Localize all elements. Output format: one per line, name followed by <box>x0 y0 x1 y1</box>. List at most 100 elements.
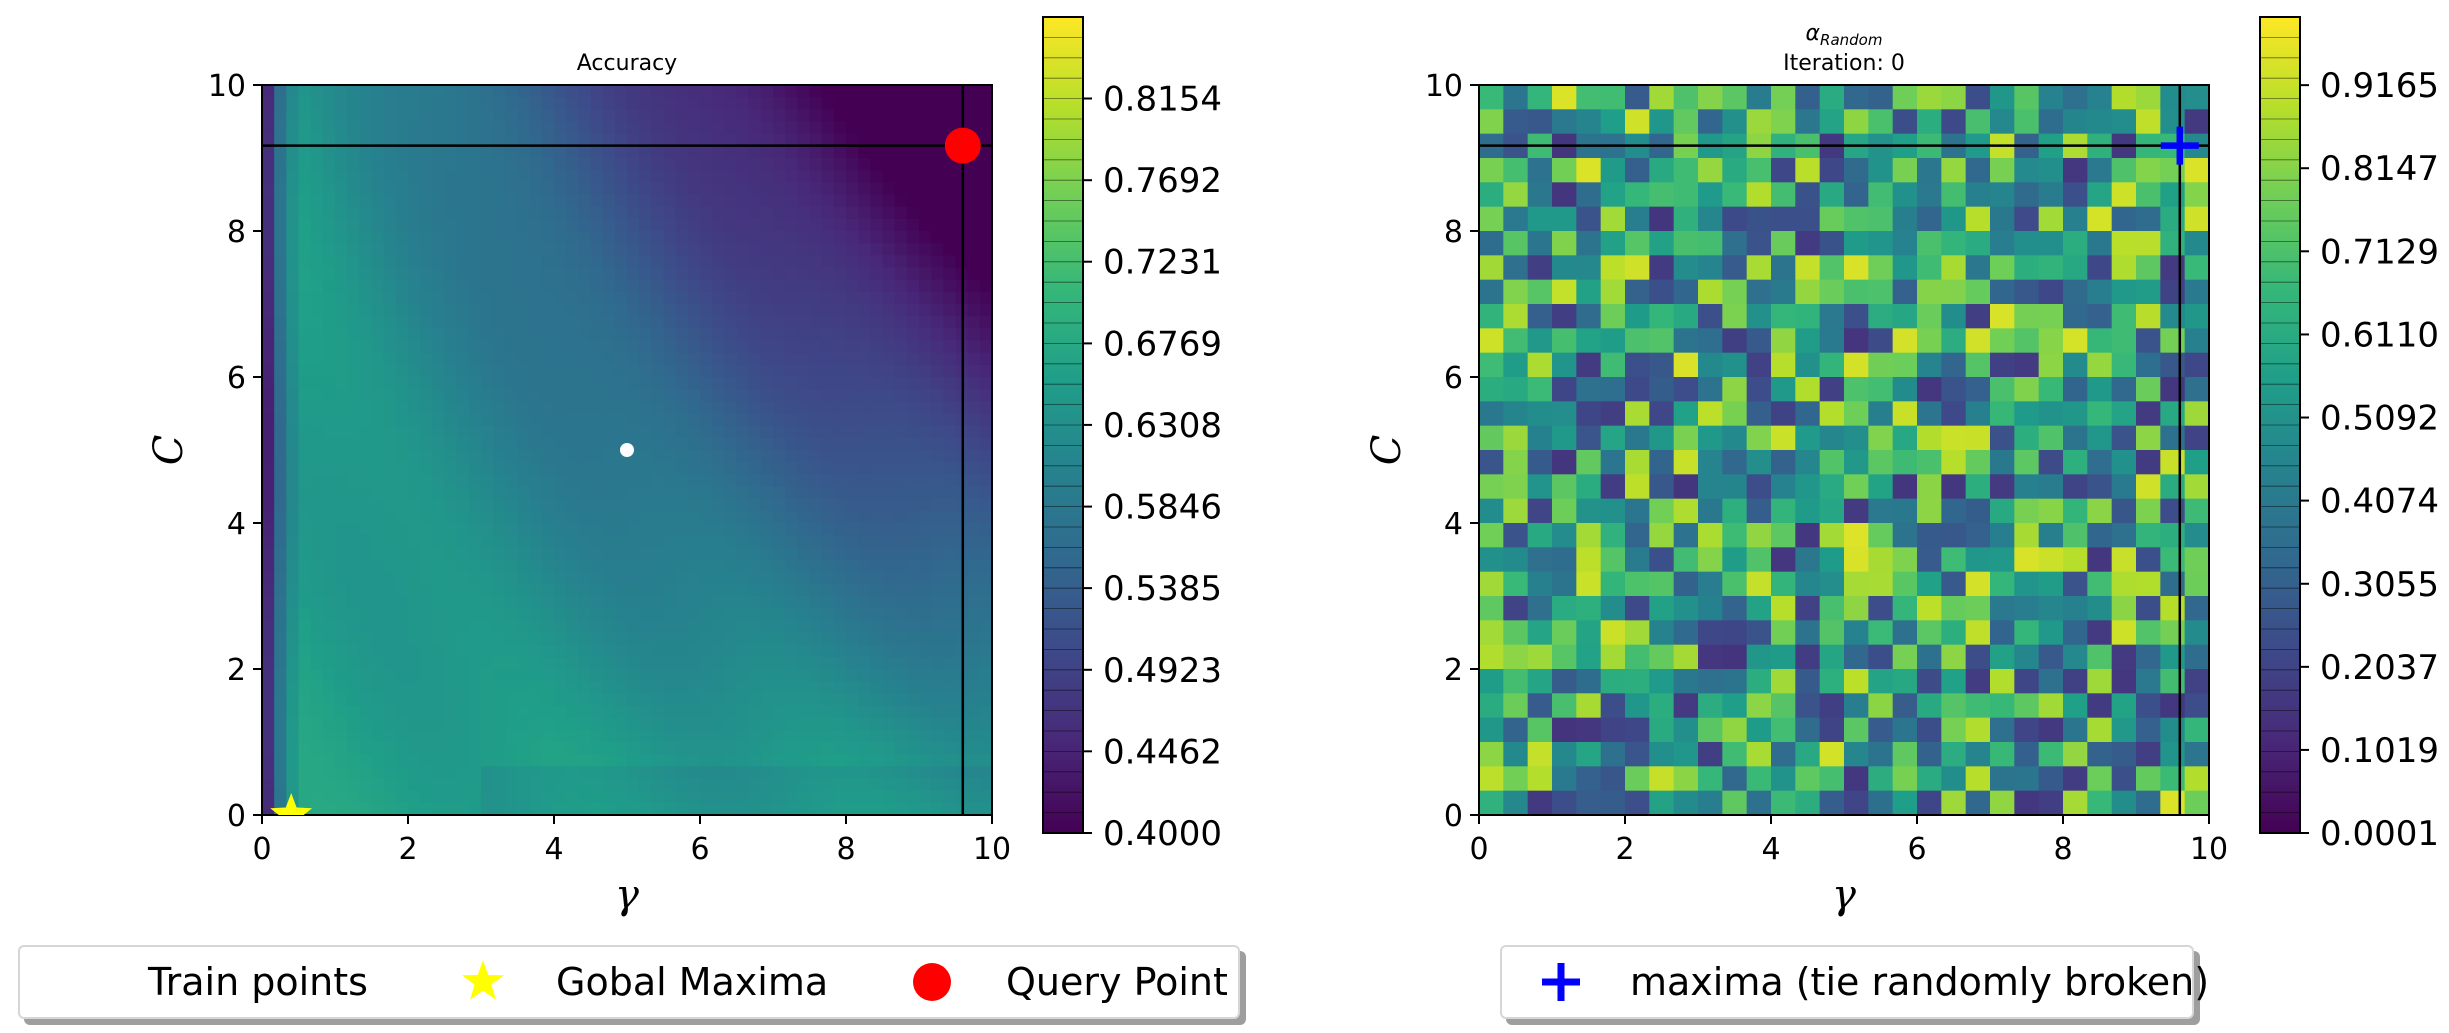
heatmap-cell <box>456 717 470 731</box>
heatmap-cell <box>760 328 774 342</box>
heatmap-cell <box>566 681 579 694</box>
heatmap-cell <box>444 170 458 183</box>
heatmap-cell <box>1771 693 1796 719</box>
heatmap-cell <box>371 693 385 707</box>
heatmap-cell <box>943 182 957 196</box>
heatmap-cell <box>931 389 944 402</box>
heatmap-cell <box>566 474 579 488</box>
heatmap-cell <box>2160 523 2186 548</box>
heatmap-cell <box>359 194 373 208</box>
heatmap-cell <box>736 729 750 743</box>
heatmap-cell <box>298 498 312 512</box>
heatmap-cell <box>444 389 458 402</box>
heatmap-cell <box>614 644 628 658</box>
heatmap-cell <box>1722 255 1748 281</box>
heatmap-cell <box>833 328 847 342</box>
heatmap-cell <box>274 170 287 183</box>
heatmap-cell <box>2038 717 2064 743</box>
heatmap-cell <box>785 304 798 317</box>
heatmap-cell <box>1941 571 1967 597</box>
heatmap-cell <box>481 267 494 281</box>
heatmap-cell <box>894 523 908 536</box>
heatmap-cell <box>2136 474 2161 500</box>
heatmap-cell <box>347 656 360 670</box>
heatmap-cell <box>639 279 652 293</box>
heatmap-cell <box>773 352 786 366</box>
heatmap-cell <box>1868 620 1894 646</box>
x-tick-label: 6 <box>690 832 709 867</box>
heatmap-cell <box>444 97 458 110</box>
heatmap-cell <box>2063 401 2088 427</box>
heatmap-cell <box>894 596 908 609</box>
heatmap-cell <box>1868 255 1894 281</box>
heatmap-cell <box>322 133 336 147</box>
heatmap-cell <box>687 498 701 512</box>
heatmap-cell <box>833 656 847 670</box>
heatmap-cell <box>1552 596 1577 621</box>
heatmap-cell <box>700 377 713 390</box>
heatmap-cell <box>931 523 944 536</box>
heatmap-cell <box>2160 693 2186 719</box>
heatmap-cell <box>882 218 896 232</box>
heatmap-cell <box>736 571 750 585</box>
heatmap-cell <box>1917 571 1942 597</box>
heatmap-cell <box>906 206 920 220</box>
heatmap-cell <box>529 608 543 621</box>
heatmap-cell <box>858 158 871 171</box>
heatmap-cell <box>736 279 750 293</box>
heatmap-cell <box>529 754 543 767</box>
heatmap-cell <box>371 632 385 646</box>
heatmap-cell <box>578 304 592 317</box>
heatmap-cell <box>383 462 397 475</box>
heatmap-cell <box>870 437 884 451</box>
heatmap-cell <box>821 681 835 694</box>
heatmap-cell <box>420 632 433 646</box>
heatmap-cell <box>1503 790 1529 815</box>
heatmap-cell <box>1868 377 1894 402</box>
heatmap-cell <box>395 474 409 488</box>
heatmap-cell <box>979 790 992 804</box>
heatmap-cell <box>274 535 287 548</box>
heatmap-cell <box>1941 620 1967 646</box>
heatmap-cell <box>359 681 373 694</box>
heatmap-cell <box>1527 182 1553 208</box>
heatmap-cell <box>505 450 519 463</box>
heatmap-cell <box>2184 474 2209 500</box>
heatmap-cell <box>700 559 713 573</box>
heatmap-cell <box>456 194 470 208</box>
heatmap-cell <box>943 389 957 402</box>
heatmap-cell <box>906 328 920 342</box>
heatmap-cell <box>1771 352 1796 378</box>
heatmap-cell <box>1600 620 1626 646</box>
heatmap-cell <box>529 742 543 755</box>
heatmap-cell <box>286 754 300 767</box>
heatmap-cell <box>310 231 324 244</box>
heatmap-cell <box>1673 523 1699 548</box>
heatmap-cell <box>310 389 324 402</box>
heatmap-cell <box>1649 523 1675 548</box>
heatmap-cell <box>420 279 433 293</box>
heatmap-cell <box>602 766 616 780</box>
heatmap-cell <box>1600 644 1626 670</box>
heatmap-cell <box>1892 644 1918 670</box>
heatmap-cell <box>456 413 470 427</box>
heatmap-cell <box>286 328 300 342</box>
heatmap-cell <box>1917 693 1942 719</box>
heatmap-cell <box>700 267 713 281</box>
heatmap-cell <box>1868 644 1894 670</box>
heatmap-cell <box>408 669 421 682</box>
heatmap-cell <box>809 778 823 792</box>
heatmap-cell <box>1990 377 2015 402</box>
heatmap-cell <box>967 596 981 609</box>
heatmap-cell <box>687 462 701 475</box>
heatmap-cell <box>870 389 884 402</box>
heatmap-cell <box>700 498 713 512</box>
colorbar-tick-label: 0.6110 <box>2320 315 2439 355</box>
heatmap-cell <box>310 596 324 609</box>
heatmap-cell <box>748 194 762 208</box>
heatmap-cell <box>566 717 579 731</box>
heatmap-cell <box>1600 255 1626 281</box>
heatmap-cell <box>505 170 519 183</box>
heatmap-cell <box>566 778 579 792</box>
heatmap-cell <box>712 279 725 293</box>
